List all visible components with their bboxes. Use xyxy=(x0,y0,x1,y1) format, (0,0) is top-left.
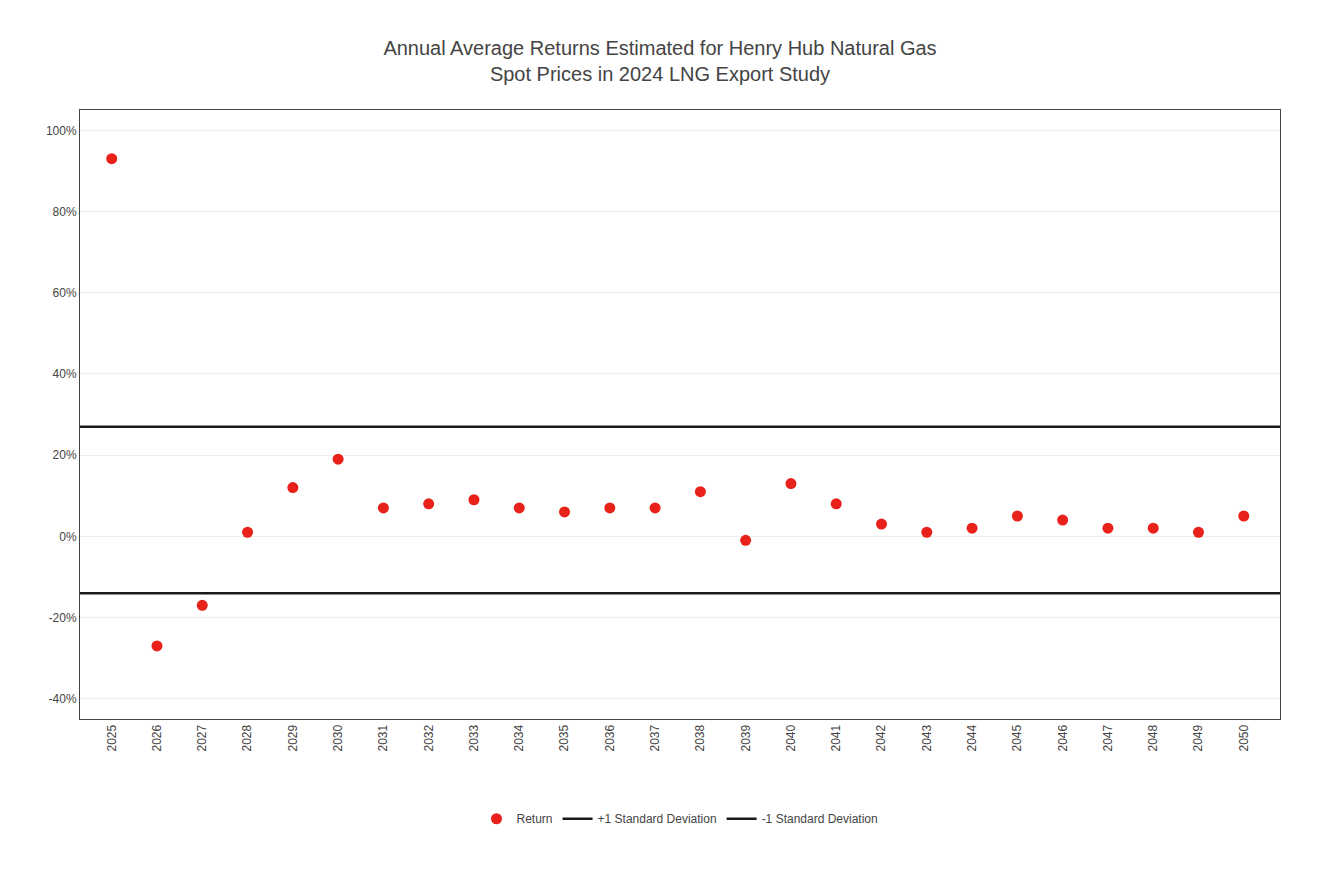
svg-text:2045: 2045 xyxy=(1010,724,1024,751)
svg-text:2047: 2047 xyxy=(1101,724,1115,751)
svg-text:+1 Standard Deviation: +1 Standard Deviation xyxy=(598,812,717,826)
svg-text:20%: 20% xyxy=(53,448,77,462)
svg-text:2026: 2026 xyxy=(150,724,164,751)
svg-text:40%: 40% xyxy=(53,367,77,381)
svg-text:2034: 2034 xyxy=(512,724,526,751)
svg-text:2028: 2028 xyxy=(240,724,254,751)
svg-text:2050: 2050 xyxy=(1237,724,1251,751)
svg-text:2040: 2040 xyxy=(784,724,798,751)
svg-text:2035: 2035 xyxy=(557,724,571,751)
svg-text:2032: 2032 xyxy=(422,724,436,751)
svg-text:2027: 2027 xyxy=(195,724,209,751)
svg-text:2042: 2042 xyxy=(874,724,888,751)
svg-text:2037: 2037 xyxy=(648,724,662,751)
svg-text:2036: 2036 xyxy=(603,724,617,751)
svg-text:2030: 2030 xyxy=(331,724,345,751)
svg-text:2031: 2031 xyxy=(376,724,390,751)
svg-text:2049: 2049 xyxy=(1191,724,1205,751)
svg-text:2048: 2048 xyxy=(1146,724,1160,751)
svg-text:2025: 2025 xyxy=(105,724,119,751)
svg-text:2043: 2043 xyxy=(920,724,934,751)
svg-text:2039: 2039 xyxy=(739,724,753,751)
svg-text:2046: 2046 xyxy=(1056,724,1070,751)
svg-text:-40%: -40% xyxy=(49,692,77,706)
svg-text:100%: 100% xyxy=(46,124,77,138)
svg-text:-20%: -20% xyxy=(49,611,77,625)
svg-text:2033: 2033 xyxy=(467,724,481,751)
svg-text:Annual Average Returns Estimat: Annual Average Returns Estimated for Hen… xyxy=(383,37,936,85)
svg-text:2038: 2038 xyxy=(693,724,707,751)
svg-text:60%: 60% xyxy=(53,286,77,300)
svg-text:Return: Return xyxy=(517,812,553,826)
svg-text:-1 Standard Deviation: -1 Standard Deviation xyxy=(762,812,878,826)
svg-text:2044: 2044 xyxy=(965,724,979,751)
svg-text:2041: 2041 xyxy=(829,724,843,751)
svg-text:0%: 0% xyxy=(59,530,77,544)
svg-text:80%: 80% xyxy=(53,205,77,219)
svg-text:2029: 2029 xyxy=(286,724,300,751)
